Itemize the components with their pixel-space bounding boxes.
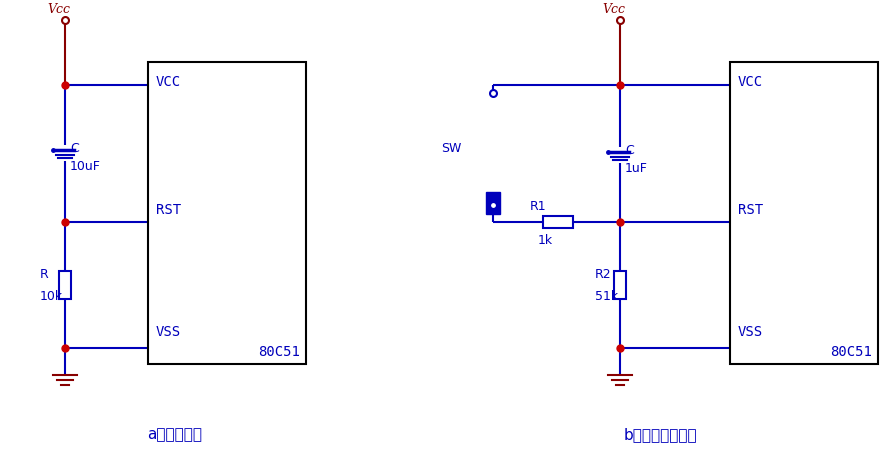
Text: VCC: VCC (156, 75, 181, 89)
Text: C: C (70, 141, 79, 154)
Text: R: R (40, 269, 49, 281)
Text: 80C51: 80C51 (258, 345, 300, 359)
Text: 80C51: 80C51 (830, 345, 872, 359)
Text: 1k: 1k (538, 233, 553, 246)
Text: b）上电按键复位: b）上电按键复位 (623, 428, 697, 443)
Text: VCC: VCC (738, 75, 763, 89)
Text: SW: SW (441, 143, 462, 155)
Text: 51k: 51k (595, 290, 618, 304)
Bar (148, 62, 306, 364)
Text: R2: R2 (595, 269, 612, 281)
Text: 1uF: 1uF (625, 163, 648, 175)
Text: C: C (625, 144, 634, 156)
Text: 10k: 10k (40, 290, 63, 304)
Text: Vcc: Vcc (47, 3, 70, 16)
Bar (614, 271, 626, 299)
Bar (59, 271, 71, 299)
Text: VSS: VSS (738, 325, 763, 339)
Text: VSS: VSS (156, 325, 181, 339)
Text: a）上电复位: a）上电复位 (147, 428, 202, 443)
Bar (730, 62, 878, 364)
Bar (543, 216, 573, 228)
Text: RST: RST (738, 203, 763, 217)
Text: RST: RST (156, 203, 181, 217)
Text: 10uF: 10uF (70, 160, 101, 173)
Text: Vcc: Vcc (602, 3, 625, 16)
Text: R1: R1 (530, 199, 547, 212)
Bar (486, 192, 500, 214)
